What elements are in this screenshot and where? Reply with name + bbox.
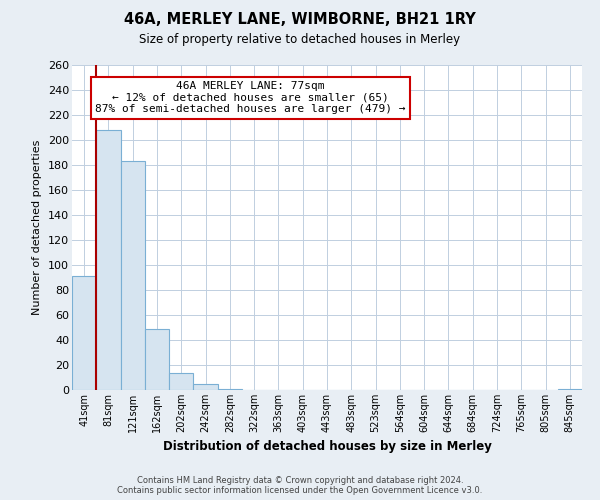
- Bar: [121, 161, 145, 390]
- Bar: [558, 389, 582, 390]
- Bar: [72, 276, 96, 390]
- Bar: [145, 329, 169, 390]
- Bar: [193, 384, 218, 390]
- Text: 46A, MERLEY LANE, WIMBORNE, BH21 1RY: 46A, MERLEY LANE, WIMBORNE, BH21 1RY: [124, 12, 476, 28]
- Y-axis label: Number of detached properties: Number of detached properties: [32, 140, 43, 315]
- Bar: [96, 130, 121, 390]
- Text: Size of property relative to detached houses in Merley: Size of property relative to detached ho…: [139, 32, 461, 46]
- Text: Contains HM Land Registry data © Crown copyright and database right 2024.
Contai: Contains HM Land Registry data © Crown c…: [118, 476, 482, 495]
- Text: 46A MERLEY LANE: 77sqm
← 12% of detached houses are smaller (65)
87% of semi-det: 46A MERLEY LANE: 77sqm ← 12% of detached…: [95, 81, 406, 114]
- Bar: [169, 372, 193, 390]
- X-axis label: Distribution of detached houses by size in Merley: Distribution of detached houses by size …: [163, 440, 491, 454]
- Bar: [218, 389, 242, 390]
